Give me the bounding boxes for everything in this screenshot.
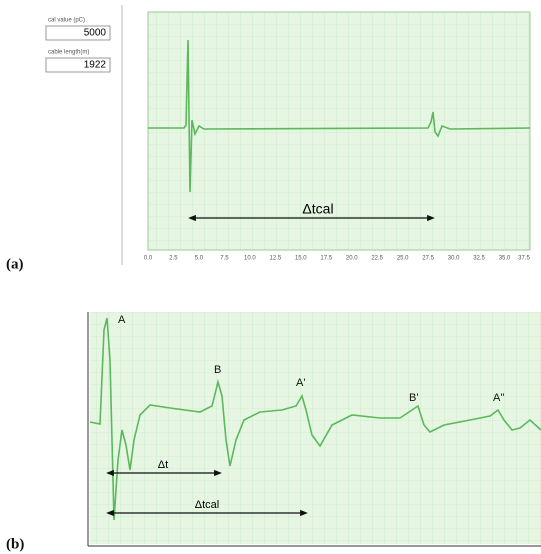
peak-label: B' [409,392,418,404]
x-tick-label: 2.5 [169,256,178,262]
field-caption: cal value (pC) [48,18,85,24]
x-tick-label: 27.5 [422,256,434,262]
x-tick-label: 5.0 [195,256,204,262]
x-tick-label: 32.5 [473,256,485,262]
x-tick-label: 15.0 [295,256,307,262]
x-tick-label: 25.0 [397,256,409,262]
field-value[interactable]: 1922 [84,60,107,71]
panel-label: (a) [6,256,24,272]
peak-label: A [118,314,126,326]
arrow-label: Δt [158,459,168,471]
x-tick-label: 35.0 [499,256,511,262]
x-tick-label: 20.0 [346,256,358,262]
peak-label: B [214,364,221,376]
x-tick-label: 22.5 [371,256,383,262]
x-tick-label: 7.5 [220,256,229,262]
grid [90,312,541,544]
arrow-label: Δtcal [195,499,219,511]
x-tick-label: 37.5 [518,256,530,262]
arrow-label: Δtcal [302,201,333,217]
panel-b: A B A' B' A'' Δt Δtcal (b) [6,312,541,552]
figure: cal value (pC) 5000 cable length(m) 1922… [0,0,541,554]
field-value[interactable]: 5000 [84,28,107,39]
x-tick-label: 10.0 [244,256,256,262]
field-caption: cable length(m) [48,50,89,56]
x-tick-label: 12.5 [269,256,281,262]
x-tick-label: 30.0 [448,256,460,262]
panel-label: (b) [6,536,24,552]
peak-label: A'' [493,392,505,404]
panel-a: cal value (pC) 5000 cable length(m) 1922… [6,5,530,272]
x-tick-label: 17.5 [320,256,332,262]
x-tick-label: 0.0 [144,256,153,262]
grid [148,12,530,250]
peak-label: A' [296,377,305,389]
